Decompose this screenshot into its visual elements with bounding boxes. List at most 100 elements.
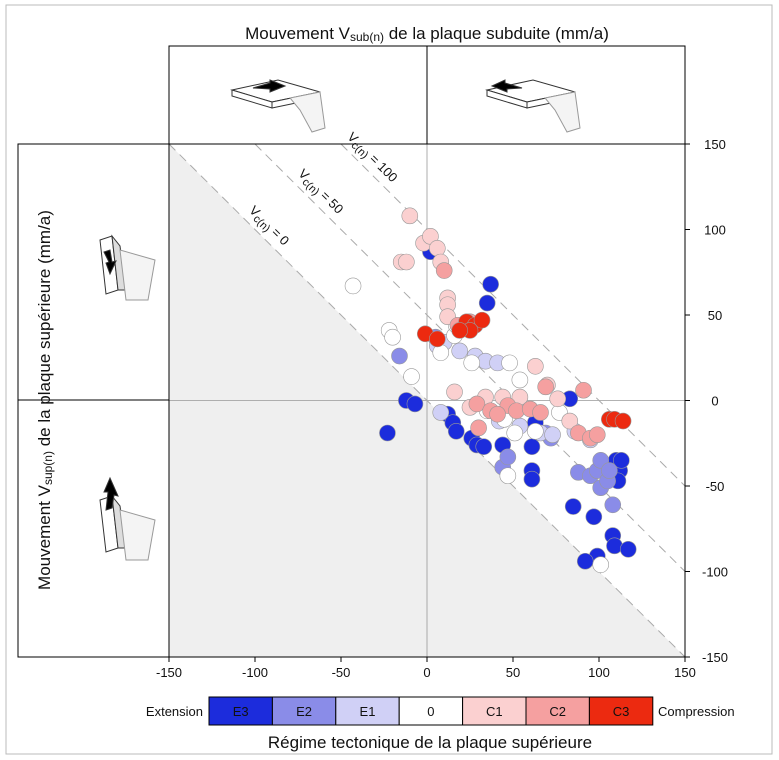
data-point: [613, 452, 630, 469]
x-tick-label: 150: [674, 665, 696, 680]
title-text: Mouvement V: [245, 24, 351, 43]
data-point: [478, 294, 496, 312]
y-tick-label: -50: [706, 479, 725, 494]
data-point: [506, 424, 524, 442]
data-point: [537, 378, 554, 396]
outer-frame: [5, 4, 773, 755]
data-point: [523, 470, 541, 488]
data-point: [604, 496, 622, 514]
label-text: Mouvement V: [35, 484, 54, 590]
data-point: [544, 426, 561, 444]
legend-swatch: [208, 696, 273, 726]
chart-title: Mouvement Vsub(n) de la plaque subduite …: [245, 24, 609, 44]
data-point: [511, 371, 529, 389]
data-point: [499, 448, 517, 466]
y-tick-label: 100: [704, 223, 726, 238]
label-text: de la plaque supérieure (mm/a): [35, 210, 54, 451]
y-tick-label: -150: [702, 650, 728, 665]
data-point: [576, 552, 594, 570]
legend-label: E3: [233, 704, 249, 719]
data-point: [451, 322, 468, 339]
data-point: [489, 405, 506, 423]
data-point: [451, 342, 468, 360]
legend-label: 0: [427, 704, 434, 719]
data-point: [601, 462, 618, 479]
data-point: [527, 422, 544, 440]
data-point: [501, 354, 518, 372]
data-point: [463, 354, 481, 372]
data-point: [468, 395, 486, 413]
data-point: [475, 438, 493, 455]
data-point: [384, 328, 401, 346]
data-point: [575, 381, 592, 399]
data-point: [508, 402, 525, 420]
data-point: [564, 498, 582, 515]
icon-right-motion: [485, 79, 581, 133]
legend-left: Extension: [146, 704, 203, 719]
data-point: [588, 426, 606, 444]
legend-label: C1: [486, 704, 503, 719]
data-point: [473, 311, 491, 329]
y-tick-label: 150: [704, 137, 726, 152]
data-point: [432, 404, 450, 421]
data-point: [429, 240, 446, 257]
data-point: [432, 344, 450, 361]
data-point: [532, 404, 549, 421]
label-subscript: sup(n): [41, 451, 55, 485]
data-point: [406, 395, 424, 413]
x-tick-label: -150: [156, 665, 182, 680]
iso-label: Vc(n) = 100: [342, 129, 400, 187]
data-point: [585, 508, 603, 526]
legend-label: C2: [549, 704, 566, 719]
data-point: [482, 275, 499, 293]
y-tick-label: -100: [702, 565, 728, 580]
y-tick-label: 0: [711, 394, 718, 409]
x-tick-label: -50: [332, 665, 351, 680]
data-point: [398, 253, 415, 271]
title-subscript: sub(n): [350, 30, 384, 44]
y-tick-label: 50: [708, 308, 722, 323]
legend-swatch: [398, 696, 464, 726]
legend-title: Régime tectonique de la plaque supérieur…: [268, 733, 592, 752]
legend-right: Compression: [658, 704, 735, 719]
data-point: [429, 330, 446, 348]
data-point: [379, 424, 396, 442]
icon-upper-plate: [99, 476, 156, 561]
data-point: [499, 467, 517, 485]
data-point: [614, 412, 632, 430]
data-point: [470, 419, 487, 437]
data-point: [606, 537, 623, 555]
x-tick-label: -100: [242, 665, 268, 680]
data-point: [401, 207, 419, 225]
legend-label: E1: [360, 704, 376, 719]
data-point: [403, 368, 420, 385]
legend-swatch: [271, 696, 337, 726]
data-point: [549, 390, 567, 408]
data-point: [592, 556, 610, 573]
iso-label-text: = 50: [315, 185, 346, 216]
x-tick-label: 0: [423, 665, 430, 680]
legend-label: E2: [296, 704, 312, 719]
legend-swatch: [588, 696, 654, 726]
icon-upper-plate: [99, 234, 156, 301]
data-point: [344, 277, 362, 295]
x-tick-label: 50: [506, 665, 520, 680]
data-point: [561, 412, 579, 430]
data-point: [619, 540, 637, 558]
data-point: [447, 422, 465, 440]
data-point: [446, 383, 463, 401]
x-tick-label: 100: [588, 665, 610, 680]
data-point: [435, 262, 453, 279]
iso-label: Vc(n) = 50: [293, 166, 346, 219]
y-axis-label: Mouvement Vsup(n) de la plaque supérieur…: [35, 210, 55, 590]
iso-line: [340, 143, 686, 487]
legend-label: C3: [613, 704, 630, 719]
data-point: [391, 347, 408, 365]
title-text: de la plaque subduite (mm/a): [384, 24, 609, 43]
icon-left-motion: [230, 79, 326, 133]
data-point: [523, 438, 541, 455]
iso-label-text: = 100: [364, 149, 400, 185]
legend-swatch: [462, 696, 527, 726]
legend-swatch: [335, 696, 400, 726]
